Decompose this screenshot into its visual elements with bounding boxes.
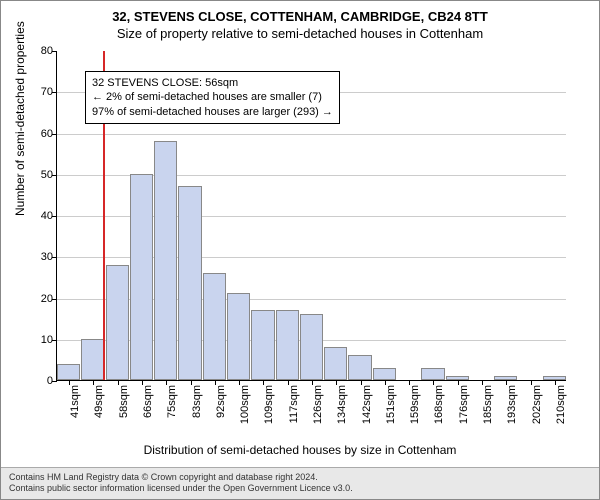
chart-title-sub: Size of property relative to semi-detach… — [1, 24, 599, 41]
x-tick-label: 41sqm — [69, 385, 81, 418]
x-tick-label: 100sqm — [239, 385, 251, 424]
histogram-bar — [300, 314, 323, 380]
chart-plot-area: 0102030405060708041sqm49sqm58sqm66sqm75s… — [56, 51, 566, 381]
y-tick-mark — [52, 216, 57, 217]
x-tick-label: 185sqm — [482, 385, 494, 424]
y-tick-label: 20 — [23, 293, 53, 305]
y-tick-mark — [52, 134, 57, 135]
histogram-bar — [373, 368, 396, 380]
histogram-bar — [154, 141, 177, 380]
x-tick-label: 210sqm — [555, 385, 567, 424]
y-tick-mark — [52, 175, 57, 176]
y-tick-label: 10 — [23, 334, 53, 346]
histogram-bar — [348, 355, 371, 380]
y-tick-label: 30 — [23, 251, 53, 263]
x-tick-label: 176sqm — [458, 385, 470, 424]
histogram-bar — [81, 339, 104, 380]
x-tick-label: 151sqm — [385, 385, 397, 424]
x-tick-label: 142sqm — [361, 385, 373, 424]
x-tick-label: 134sqm — [336, 385, 348, 424]
gridline — [57, 134, 566, 135]
y-tick-label: 70 — [23, 86, 53, 98]
histogram-bar — [130, 174, 153, 380]
y-tick-label: 0 — [23, 375, 53, 387]
x-tick-label: 92sqm — [215, 385, 227, 418]
y-tick-mark — [52, 299, 57, 300]
y-tick-mark — [52, 51, 57, 52]
x-tick-label: 126sqm — [312, 385, 324, 424]
y-tick-mark — [52, 92, 57, 93]
y-tick-label: 50 — [23, 169, 53, 181]
annotation-box: 32 STEVENS CLOSE: 56sqm ← 2% of semi-det… — [85, 71, 340, 124]
x-tick-label: 83sqm — [191, 385, 203, 418]
x-tick-label: 117sqm — [288, 385, 300, 423]
y-tick-label: 40 — [23, 210, 53, 222]
histogram-bar — [178, 186, 201, 380]
y-tick-mark — [52, 257, 57, 258]
histogram-bar — [421, 368, 444, 380]
x-tick-label: 58sqm — [118, 385, 130, 418]
histogram-bar — [57, 364, 80, 381]
y-tick-label: 80 — [23, 45, 53, 57]
y-tick-label: 60 — [23, 128, 53, 140]
x-axis-label: Distribution of semi-detached houses by … — [1, 443, 599, 457]
y-tick-mark — [52, 340, 57, 341]
x-tick-label: 159sqm — [409, 385, 421, 424]
chart-container: 32, STEVENS CLOSE, COTTENHAM, CAMBRIDGE,… — [0, 0, 600, 500]
chart-title-main: 32, STEVENS CLOSE, COTTENHAM, CAMBRIDGE,… — [1, 1, 599, 24]
annotation-line2: ← 2% of semi-detached houses are smaller… — [92, 90, 333, 104]
x-tick-label: 66sqm — [142, 385, 154, 418]
histogram-bar — [251, 310, 274, 380]
x-tick-label: 109sqm — [263, 385, 275, 424]
histogram-bar — [276, 310, 299, 380]
y-tick-mark — [52, 381, 57, 382]
footer-line1: Contains HM Land Registry data © Crown c… — [9, 472, 591, 484]
footer-line2: Contains public sector information licen… — [9, 483, 591, 495]
histogram-bar — [203, 273, 226, 380]
annotation-line1: 32 STEVENS CLOSE: 56sqm — [92, 76, 333, 90]
x-tick-label: 75sqm — [166, 385, 178, 418]
annotation-line3: 97% of semi-detached houses are larger (… — [92, 105, 333, 119]
histogram-bar — [227, 293, 250, 380]
x-tick-label: 168sqm — [433, 385, 445, 424]
footer: Contains HM Land Registry data © Crown c… — [1, 467, 599, 499]
x-tick-label: 202sqm — [531, 385, 543, 424]
histogram-bar — [106, 265, 129, 381]
x-tick-label: 193sqm — [506, 385, 518, 424]
x-tick-label: 49sqm — [93, 385, 105, 418]
histogram-bar — [324, 347, 347, 380]
